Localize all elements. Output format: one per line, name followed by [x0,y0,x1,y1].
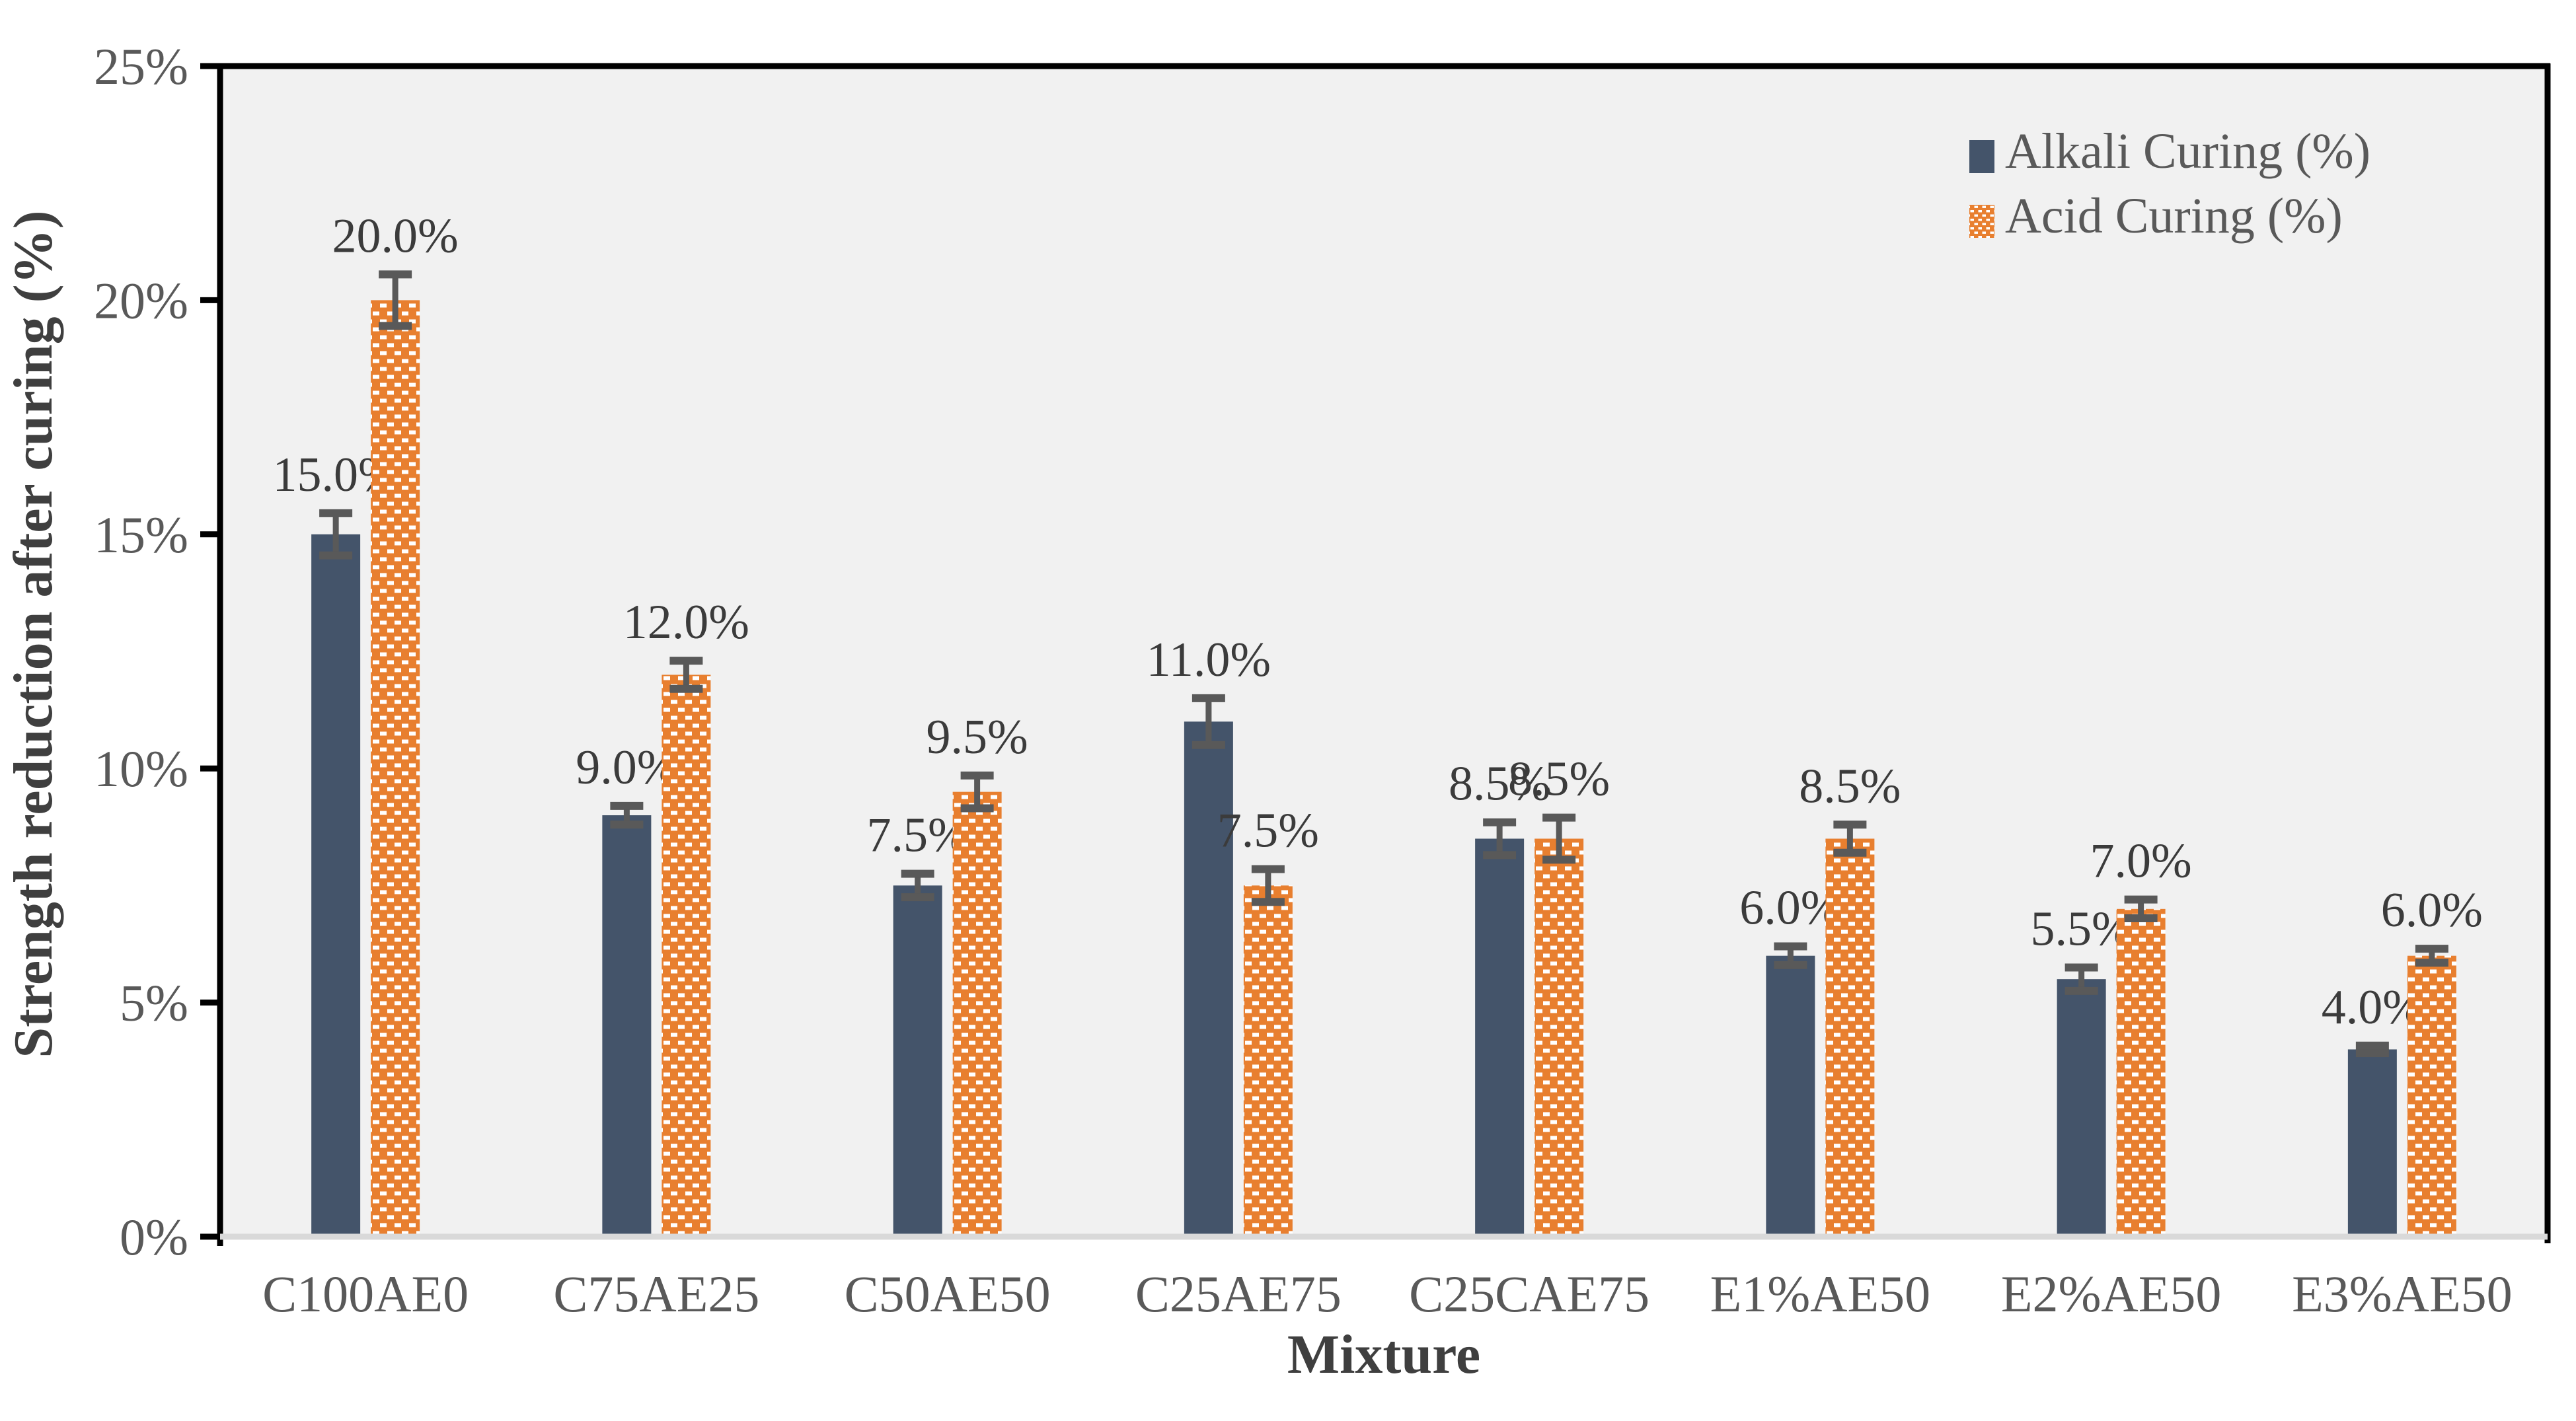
x-category-label: E3%AE50 [2292,1265,2513,1323]
y-axis-title: Strength reduction after curing (%) [3,210,64,1058]
data-label: 6.0% [1739,881,1841,935]
legend-label-acid: Acid Curing (%) [2005,188,2343,244]
bar-alkali [1475,838,1525,1237]
y-tick-label: 20% [94,272,188,329]
bar-alkali [1184,721,1233,1237]
y-tick-label: 10% [94,740,188,797]
y-tick-label: 0% [120,1208,188,1266]
y-tick-label: 15% [94,506,188,564]
x-category-label: C25AE75 [1135,1265,1342,1323]
data-label: 7.0% [2090,834,2192,889]
legend: Alkali Curing (%) Acid Curing (%) [1969,124,2370,244]
data-label: 9.5% [927,710,1028,764]
data-label: 12.0% [623,595,749,649]
data-label: 7.5% [867,809,969,863]
bar-acid [2407,955,2456,1237]
bar-alkali [311,534,361,1237]
bar-acid [1243,885,1293,1237]
bar-acid [952,791,1002,1237]
bar-acid [2116,908,2166,1237]
data-label: 7.5% [1217,804,1319,858]
y-tick-label: 5% [120,974,188,1032]
data-label: 8.5% [1449,757,1550,811]
data-label: 8.5% [1508,752,1610,807]
bar-alkali [1766,955,1815,1237]
x-category-label: C25CAE75 [1409,1265,1649,1323]
x-category-label: E2%AE50 [2001,1265,2222,1323]
data-label: 5.5% [2031,902,2133,956]
data-label: 8.5% [1799,759,1901,813]
bar-acid [662,674,711,1237]
bars-layer: 15.0%9.0%7.5%11.0%8.5%6.0% 5.5%4.0%20.0%1… [273,209,2483,1237]
data-label: 20.0% [332,209,459,263]
legend-swatch-alkali [1969,140,1994,173]
legend-swatch-acid [1969,205,1994,238]
data-label: 11.0% [1147,633,1271,687]
bar-acid [371,300,420,1237]
bar-alkali [2347,1049,2397,1237]
bar-alkali [2057,979,2106,1237]
bar-alkali [602,815,652,1237]
data-label: 9.0% [576,741,677,795]
x-category-label: C50AE50 [845,1265,1051,1323]
axis-ticks-layer: 0% 5% 10% 15% 20% 25% C100AE0 C75AE25 C50AE50 C25… [94,38,2513,1323]
x-category-label: C100AE0 [262,1265,469,1323]
x-axis-title: Mixture [1287,1324,1480,1385]
x-category-label: E1%AE50 [1710,1265,1931,1323]
bar-alkali [893,885,942,1237]
y-tick-label: 25% [94,38,188,95]
bar-acid [1825,838,1875,1237]
data-label: 4.0% [2322,980,2423,1035]
legend-label-alkali: Alkali Curing (%) [2005,124,2370,179]
bar-acid [1534,838,1584,1237]
data-label: 6.0% [2381,883,2483,937]
x-category-label: C75AE25 [553,1265,759,1323]
